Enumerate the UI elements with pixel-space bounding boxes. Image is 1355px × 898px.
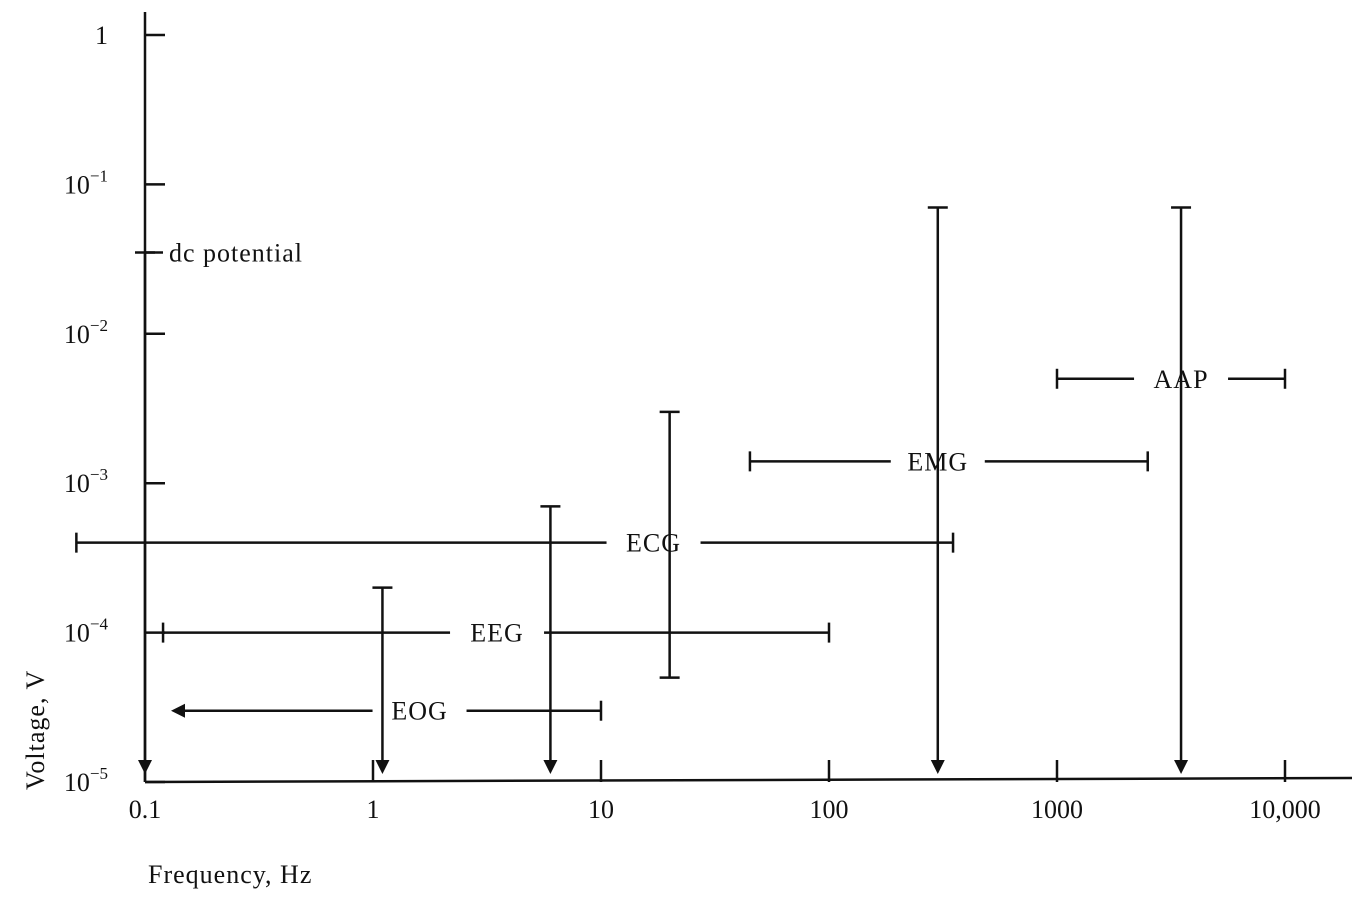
series-group: dc potential EOG EEG ECG EMG AAP xyxy=(75,206,1287,774)
y-tick-exponent: −3 xyxy=(90,465,108,484)
series-dc-potential: dc potential xyxy=(135,239,303,774)
x-axis-line xyxy=(144,776,1353,784)
y-tick-exponent: −2 xyxy=(90,316,108,335)
series-label: AAP xyxy=(1154,365,1209,394)
series-emg: EMG xyxy=(748,206,1149,774)
y-tick-base: 10 xyxy=(64,768,90,797)
y-tick-label: 10−4 xyxy=(64,615,109,648)
x-tick-label: 100 xyxy=(810,795,849,824)
arrow-head xyxy=(375,760,390,774)
x-tick-label: 1 xyxy=(367,795,380,824)
y-tick-base: 10 xyxy=(64,320,90,349)
y-tick-base: 10 xyxy=(64,619,90,648)
y-tick-label: 10−1 xyxy=(64,166,108,199)
x-tick-label: 1000 xyxy=(1031,795,1083,824)
y-axis-title: Voltage, V xyxy=(21,670,50,790)
y-tick-exponent: −1 xyxy=(90,166,108,185)
y-tick-label: 10−2 xyxy=(64,316,108,349)
series-label: EEG xyxy=(470,619,524,648)
series-eeg: EEG xyxy=(161,505,831,774)
y-tick-exponent: −4 xyxy=(90,615,109,634)
series-aap: AAP xyxy=(1055,206,1287,774)
y-tick-label: 10−3 xyxy=(64,465,108,498)
y-tick-label: 10−5 xyxy=(64,764,108,797)
y-tick-label: 1 xyxy=(95,21,108,50)
series-label: dc potential xyxy=(169,239,303,268)
axis-titles: Frequency, Hz Voltage, V xyxy=(21,670,312,889)
series-eog: EOG xyxy=(171,586,603,774)
arrow-head xyxy=(138,760,152,774)
series-label: ECG xyxy=(626,529,681,558)
axes xyxy=(143,12,1353,784)
arrow-head xyxy=(930,760,945,774)
x-tick-label: 10,000 xyxy=(1249,795,1321,824)
series-label: EMG xyxy=(907,447,968,476)
series-label: EOG xyxy=(391,697,447,726)
y-tick-base: 1 xyxy=(95,21,108,50)
series-ecg: ECG xyxy=(75,410,955,679)
arrow-head xyxy=(171,703,185,718)
y-tick-base: 10 xyxy=(64,170,90,199)
x-axis-title: Frequency, Hz xyxy=(148,860,312,889)
arrow-head xyxy=(543,760,558,774)
arrow-head xyxy=(1174,760,1189,774)
y-tick-base: 10 xyxy=(64,469,90,498)
y-tick-exponent: −5 xyxy=(90,764,108,783)
x-tick-label: 0.1 xyxy=(129,795,162,824)
x-tick-label: 10 xyxy=(588,795,614,824)
